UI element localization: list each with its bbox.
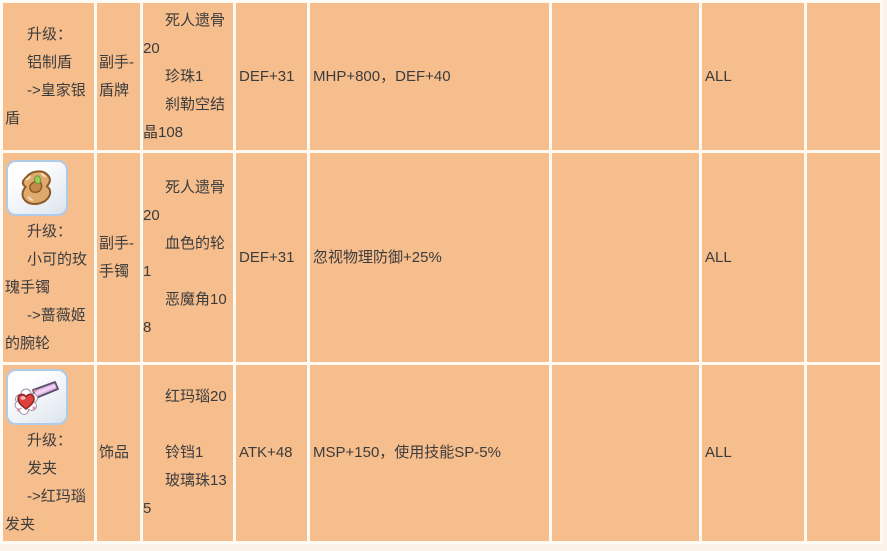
materials-list: 红玛瑙20 铃铛1 玻璃珠135	[143, 383, 233, 523]
text-line: ->红玛瑙发夹	[5, 488, 86, 533]
item-upgrade-text: 升级： 铝制盾 ->皇家银盾	[5, 21, 92, 133]
text-line: 铃铛1	[165, 444, 204, 461]
text-line: 恶魔角108	[143, 290, 227, 336]
materials-cell: 红玛瑙20 铃铛1 玻璃珠135	[143, 365, 233, 541]
text-line	[143, 411, 233, 439]
effect-cell: MHP+800，DEF+40	[310, 3, 549, 150]
text-line: 玻璃珠135	[143, 472, 227, 517]
slot-cell: 副手-手镯	[97, 153, 140, 362]
text-line: 发夹	[27, 460, 58, 477]
bracelet-item-icon	[6, 159, 68, 216]
stat-cell: ATK+48	[236, 365, 307, 541]
item-upgrade-text: 升级： 小可的玫瑰手镯 ->蔷薇姬的腕轮	[5, 218, 92, 358]
materials-list: 死人遗骨20 珍珠1 刹勒空结晶108	[143, 7, 233, 147]
empty-cell	[807, 153, 880, 362]
hairpin-item-icon	[6, 369, 68, 425]
materials-cell: 死人遗骨20 血色的轮1 恶魔角108	[143, 153, 233, 362]
item-cell: 升级： 小可的玫瑰手镯 ->蔷薇姬的腕轮	[3, 153, 94, 362]
slot-label: 副手-手镯	[99, 234, 134, 280]
text-line: 刹勒空结晶108	[143, 95, 226, 141]
effect-cell: 忽视物理防御+25%	[310, 153, 549, 362]
text-line: 升级：	[27, 222, 73, 240]
target-class-cell: ALL	[702, 3, 804, 150]
text-line: ->蔷薇姬的腕轮	[5, 306, 86, 352]
target-class-cell: ALL	[702, 153, 804, 362]
empty-cell	[807, 365, 880, 541]
table-row: 升级： 小可的玫瑰手镯 ->蔷薇姬的腕轮 副手-手镯 死人遗骨20 血色的轮1 恶魔角1…	[3, 153, 880, 362]
text-line: 血色的轮1	[143, 234, 226, 280]
item-cell: 升级： 发夹 ->红玛瑙发夹	[3, 365, 94, 541]
slot-cell: 副手-盾牌	[97, 3, 140, 150]
text-line: 死人遗骨20	[143, 11, 226, 57]
materials-list: 死人遗骨20 血色的轮1 恶魔角108	[143, 174, 233, 342]
bracelet-icon	[21, 169, 52, 205]
stat-cell: DEF+31	[236, 3, 307, 150]
slot-label: 副手-盾牌	[99, 53, 134, 99]
text-line: 死人遗骨20	[143, 178, 226, 224]
text-line: 升级：	[27, 25, 73, 43]
text-line: 珍珠1	[165, 67, 204, 85]
item-cell: 升级： 铝制盾 ->皇家银盾	[3, 3, 94, 150]
table-row: 升级： 铝制盾 ->皇家银盾 副手-盾牌 死人遗骨20 珍珠1 刹勒空结晶108 DEF…	[3, 3, 880, 150]
target-class-cell: ALL	[702, 365, 804, 541]
hairpin-icon	[14, 381, 59, 415]
empty-cell	[552, 3, 699, 150]
text-line: ->皇家银盾	[5, 81, 86, 127]
empty-cell	[552, 365, 699, 541]
materials-cell: 死人遗骨20 珍珠1 刹勒空结晶108	[143, 3, 233, 150]
slot-label: 饰品	[99, 444, 130, 461]
empty-cell	[807, 3, 880, 150]
table-row: 升级： 发夹 ->红玛瑙发夹 饰品 红玛瑙20 铃铛1 玻璃珠135 ATK+48 MS…	[3, 365, 880, 541]
stat-cell: DEF+31	[236, 153, 307, 362]
empty-cell	[552, 153, 699, 362]
effect-cell: MSP+150，使用技能SP-5%	[310, 365, 549, 541]
text-line: 红玛瑙20	[165, 388, 227, 405]
text-line: 铝制盾	[27, 53, 73, 71]
text-line: 小可的玫瑰手镯	[5, 250, 88, 296]
slot-cell: 饰品	[97, 365, 140, 541]
text-line: 升级：	[27, 432, 73, 449]
item-upgrade-text: 升级： 发夹 ->红玛瑙发夹	[5, 427, 92, 539]
